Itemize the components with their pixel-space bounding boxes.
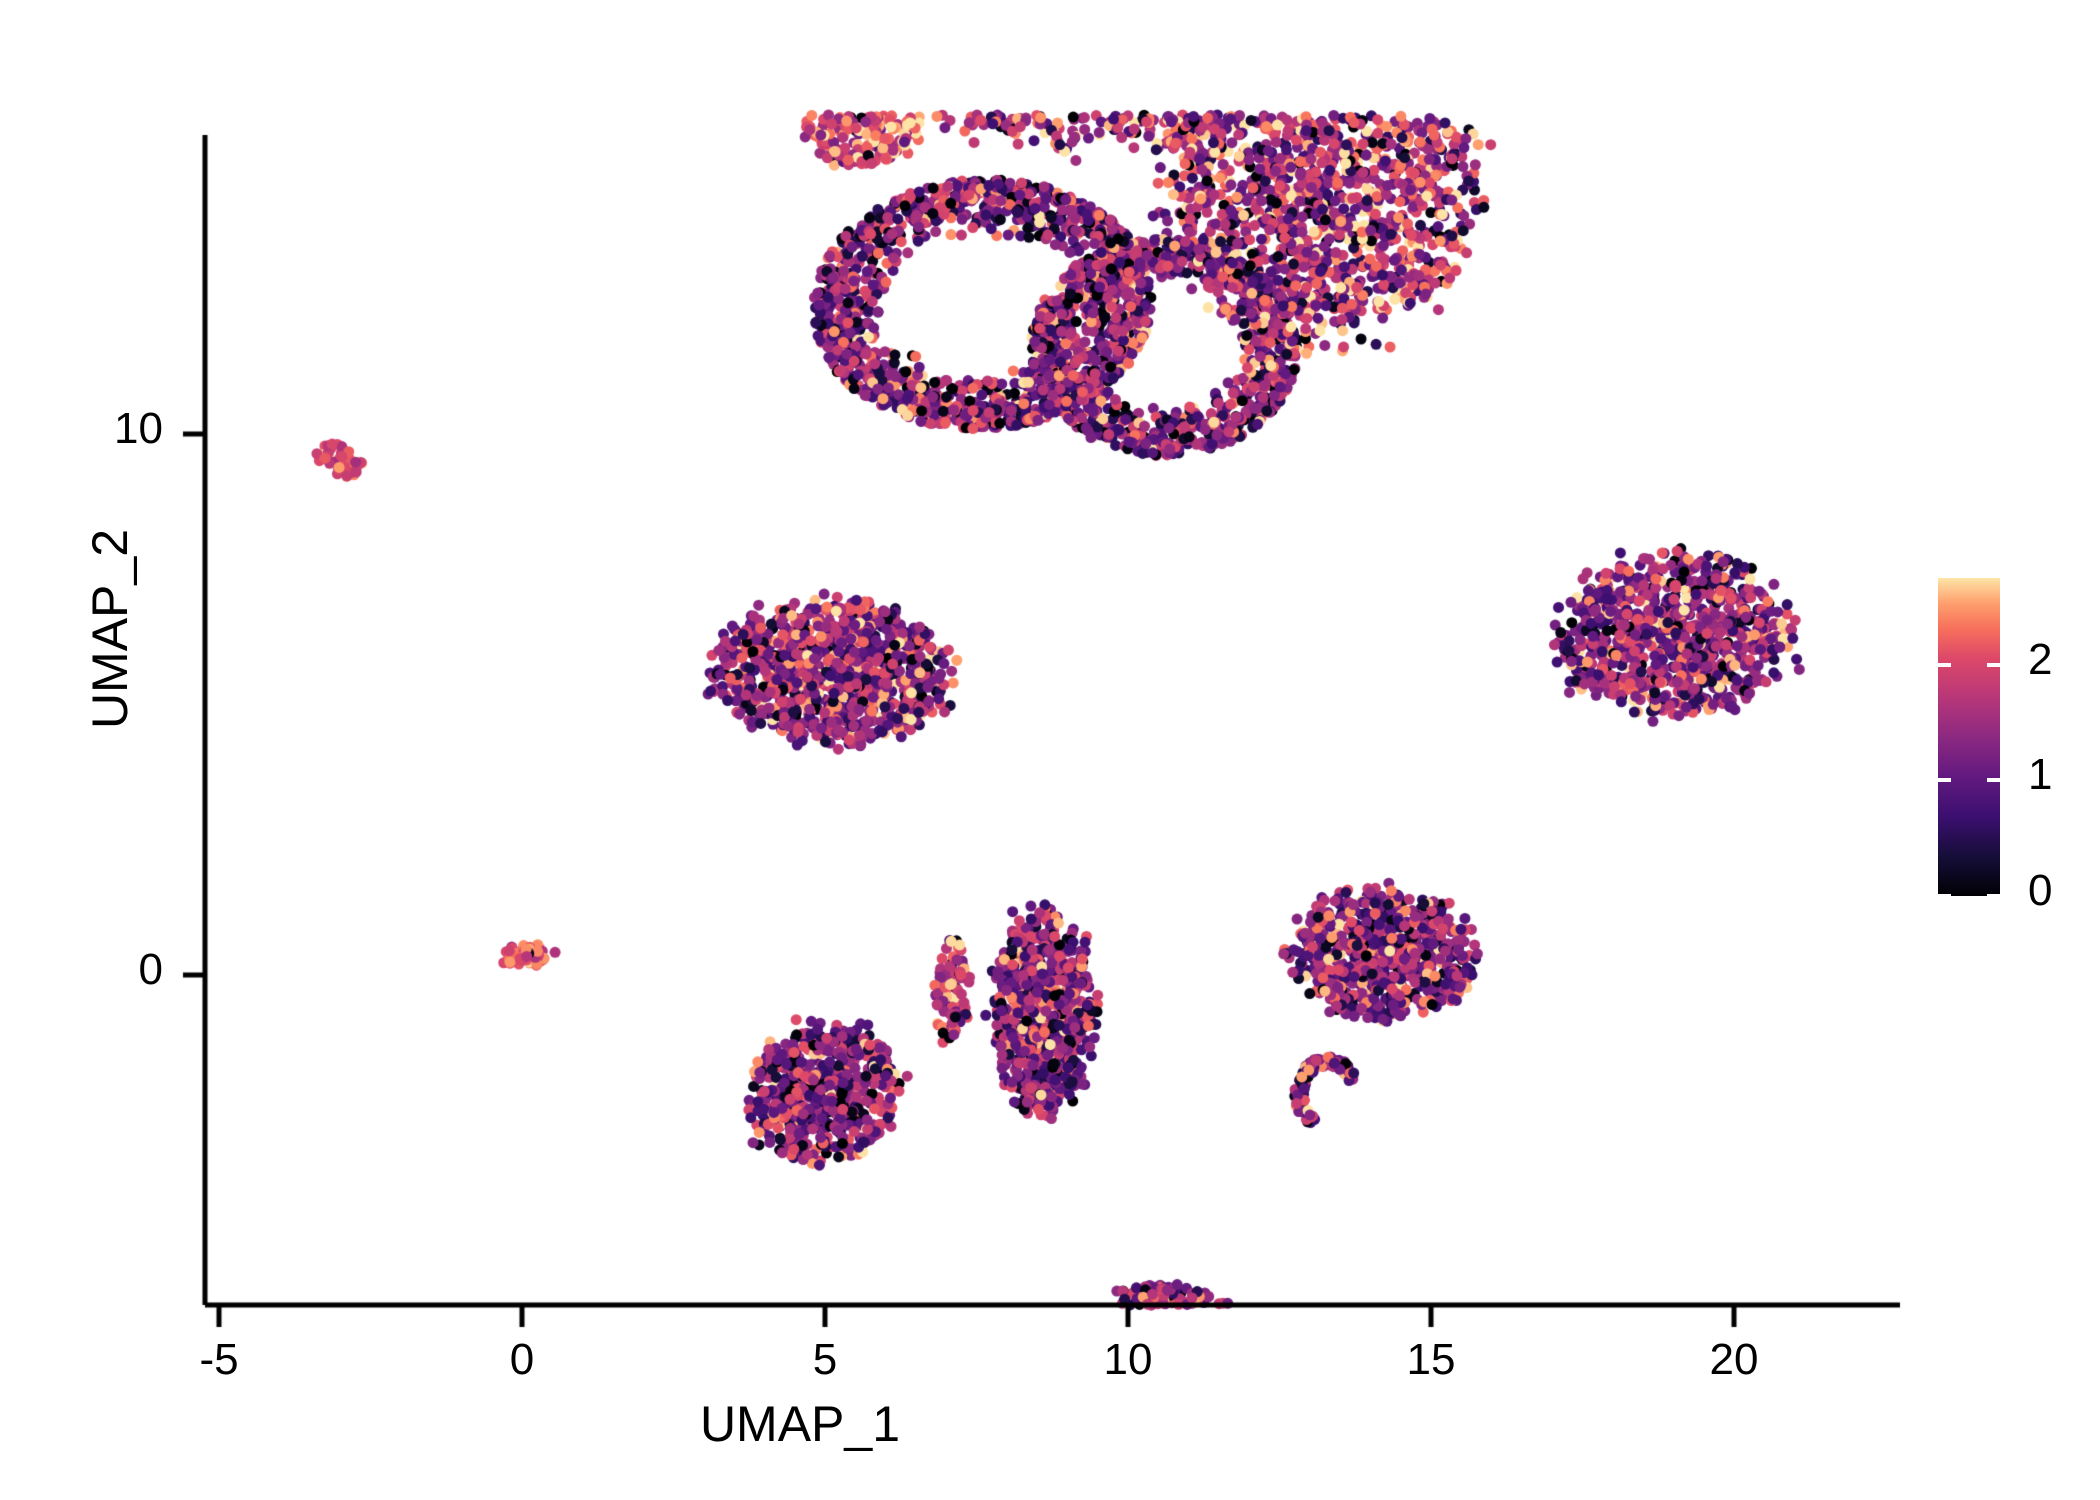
- x-tick-label: 0: [509, 1335, 535, 1384]
- colorbar-tick-label: 0: [2028, 866, 2053, 915]
- colorbar-tick-mark: [1987, 894, 2000, 898]
- colorbar-tick-mark: [1987, 778, 2000, 783]
- x-axis-title: UMAP_1: [699, 1396, 901, 1452]
- x-tick-label: 15: [1406, 1335, 1456, 1384]
- colorbar-tick-label: 2: [2028, 634, 2053, 684]
- colorbar-tick-label: 1: [2028, 750, 2053, 800]
- x-tick-label: 20: [1709, 1335, 1759, 1384]
- colorbar-legend: [1938, 578, 2000, 898]
- x-tick-label: -5: [199, 1335, 239, 1384]
- x-tick-label: 10: [1103, 1335, 1153, 1384]
- colorbar-gradient: [1938, 578, 2000, 896]
- y-axis-title: UMAP_2: [82, 528, 138, 730]
- colorbar-tick-mark: [1938, 778, 1951, 783]
- colorbar-tick-mark: [1938, 662, 1951, 667]
- colorbar-tick-mark: [1987, 662, 2000, 667]
- y-tick-label: 0: [138, 945, 163, 994]
- colorbar-tick-mark: [1938, 894, 1951, 898]
- y-tick-label: 10: [114, 404, 163, 453]
- x-tick-label: 5: [812, 1335, 838, 1384]
